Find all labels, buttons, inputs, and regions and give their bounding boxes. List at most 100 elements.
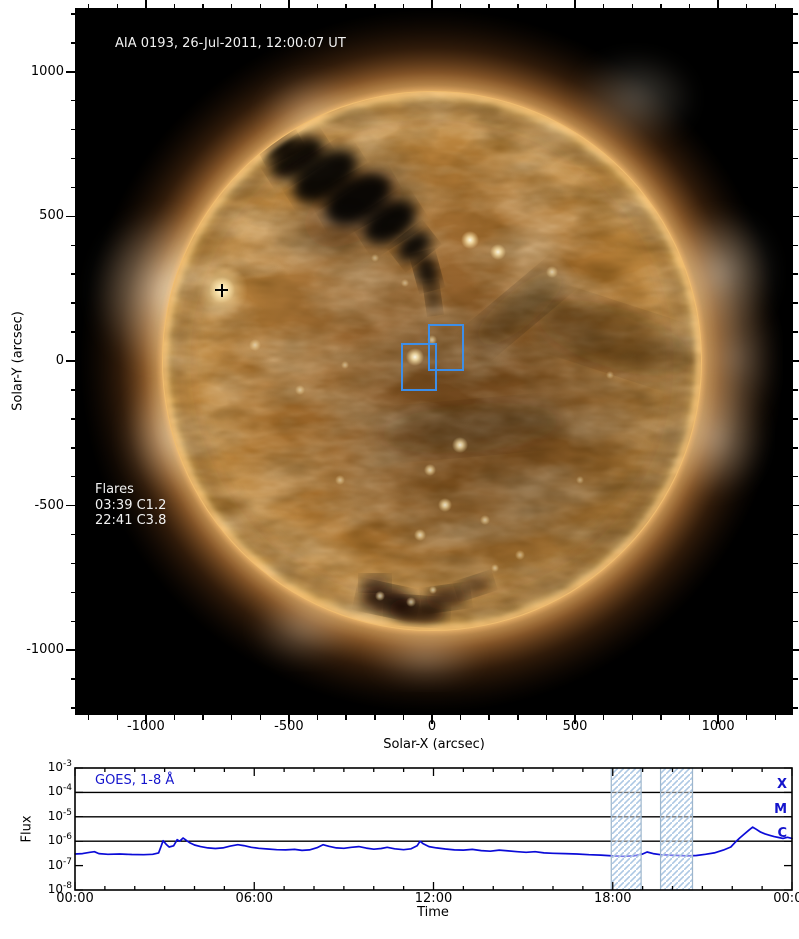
y-tick-right <box>793 620 798 623</box>
y-tick-right <box>793 331 798 333</box>
x-tick-top <box>660 3 662 8</box>
x-tick-top <box>631 3 634 8</box>
y-tick-left <box>66 649 75 651</box>
y-tick-left <box>70 273 75 275</box>
x-tick-top <box>745 3 748 8</box>
y-tick-right <box>793 389 798 391</box>
goes-flux-curve <box>74 826 793 858</box>
x-tick-bottom <box>774 715 777 720</box>
flare-target-box-1 <box>427 323 465 372</box>
y-tick-right <box>793 244 798 247</box>
x-tick-bottom <box>631 715 634 720</box>
y-tick-right <box>793 504 799 507</box>
flare-marker-vertical-bar <box>220 283 224 297</box>
y-tick-label: 1000 <box>30 63 64 79</box>
sun-image <box>75 8 793 715</box>
y-tick-right <box>793 273 798 275</box>
x-tick-top <box>230 3 233 8</box>
time-axis-label: Time <box>417 905 449 920</box>
x-tick-top <box>202 3 204 8</box>
y-tick-left <box>70 562 75 565</box>
y-tick-left <box>70 707 75 709</box>
limb-ring <box>161 90 703 632</box>
x-tick-bottom <box>230 715 233 720</box>
x-tick-bottom <box>488 715 490 720</box>
y-tick-left <box>70 475 75 478</box>
x-tick-top <box>459 3 462 8</box>
x-tick-top <box>288 0 290 8</box>
goes-data-gap-band <box>610 767 642 891</box>
y-tick-left <box>70 418 75 420</box>
x-tick-top <box>545 3 548 8</box>
goes-y-tick-label: 10-5 <box>47 807 72 823</box>
y-tick-left <box>66 504 75 507</box>
x-tick-bottom <box>316 715 319 720</box>
y-tick-right <box>793 475 798 478</box>
x-tick-bottom <box>116 715 119 720</box>
x-tick-top <box>602 3 605 8</box>
flare-event-2: 22:41 C3.8 <box>95 513 167 528</box>
y-tick-right <box>793 302 798 304</box>
y-tick-right <box>793 99 798 102</box>
y-tick-left <box>70 99 75 102</box>
y-tick-right <box>793 418 798 420</box>
x-tick-top <box>316 3 319 8</box>
y-tick-left <box>70 331 75 333</box>
x-tick-bottom <box>345 715 347 720</box>
y-tick-left <box>70 389 75 391</box>
flare-target-box-2 <box>401 343 437 392</box>
y-tick-left <box>66 71 75 73</box>
y-tick-left <box>70 591 75 594</box>
y-tick-right <box>793 562 798 565</box>
x-tick-bottom <box>431 715 433 724</box>
flare-event-1: 03:39 C1.2 <box>95 497 167 513</box>
y-tick-left <box>66 215 75 218</box>
x-tick-bottom <box>717 715 719 724</box>
y-tick-right <box>793 71 799 73</box>
x-tick-bottom <box>374 715 376 720</box>
y-tick-label: -500 <box>34 497 64 513</box>
x-tick-top <box>116 3 119 8</box>
x-tick-bottom <box>259 715 262 720</box>
y-tick-left <box>70 302 75 304</box>
goes-class-label-m: M <box>774 801 787 817</box>
flux-axis-label: Flux <box>19 815 35 843</box>
x-tick-bottom <box>660 715 662 720</box>
x-tick-top <box>345 3 347 8</box>
x-tick-bottom <box>288 715 290 724</box>
image-title-annotation: AIA 0193, 26-Jul-2011, 12:00:07 UT <box>115 36 346 51</box>
y-tick-left <box>70 186 75 189</box>
solar-x-axis-label: Solar-X (arcsec) <box>383 737 485 752</box>
x-tick-label: 1000 <box>701 719 735 734</box>
x-tick-label: -1000 <box>126 719 165 734</box>
y-tick-label: 500 <box>39 208 64 224</box>
goes-y-tick-label: 10-8 <box>47 881 72 896</box>
x-tick-bottom <box>574 715 576 724</box>
x-tick-top <box>717 0 719 8</box>
x-tick-bottom <box>517 715 519 720</box>
goes-class-label-x: X <box>776 777 787 793</box>
goes-data-gap-band <box>659 767 694 891</box>
x-tick-bottom <box>545 715 548 720</box>
x-tick-top <box>374 3 376 8</box>
y-tick-right <box>793 157 798 160</box>
x-tick-top <box>87 3 90 8</box>
y-tick-left <box>70 42 75 44</box>
y-tick-right <box>793 42 798 44</box>
x-tick-label: 0 <box>427 719 437 734</box>
goes-y-tick-label: 10-4 <box>47 783 72 799</box>
y-tick-left <box>70 128 75 131</box>
y-tick-right <box>793 360 799 362</box>
y-tick-right <box>793 707 798 709</box>
x-tick-bottom <box>173 715 176 720</box>
x-tick-top <box>431 0 433 8</box>
flare-annotation: Flares 03:39 C1.2 22:41 C3.8 <box>95 482 166 529</box>
goes-y-tick-label: 10-6 <box>47 832 72 848</box>
y-tick-right <box>793 678 798 680</box>
goes-x-tick-label: 12:00 <box>414 891 453 906</box>
y-tick-left <box>70 533 75 536</box>
coronal-hole <box>263 133 441 313</box>
y-tick-left <box>70 620 75 623</box>
